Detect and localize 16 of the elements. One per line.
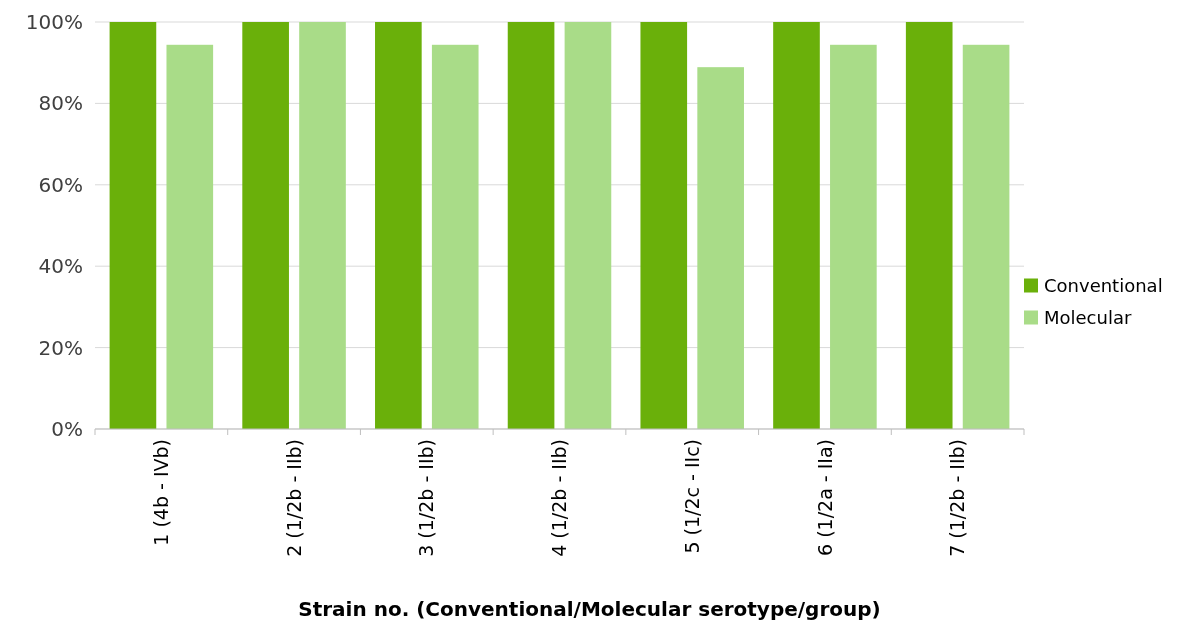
x-tick-label: 6 (1/2a - IIa): [813, 439, 836, 556]
legend-label: Conventional: [1044, 274, 1163, 296]
x-tick-label: 4 (1/2b - IIb): [548, 439, 571, 557]
x-tick-label: 5 (1/2c - IIc): [680, 439, 703, 554]
y-tick-label: 40%: [38, 254, 83, 279]
x-tick-label: 7 (1/2b - IIb): [946, 439, 969, 557]
y-tick-label: 20%: [38, 335, 83, 360]
y-tick-label: 0%: [51, 417, 83, 441]
x-tick-label: 2 (1/2b - IIb): [282, 439, 305, 557]
y-tick-label: 80%: [38, 91, 83, 116]
y-tick-label: 60%: [38, 172, 83, 197]
y-tick-label: 100%: [25, 10, 83, 34]
x-tick-label: 3 (1/2b - IIb): [415, 439, 438, 557]
x-tick-label: 1 (4b - IVb): [150, 439, 173, 546]
legend-label: Molecular: [1044, 306, 1132, 328]
x-axis-title: Strain no. (Conventional/Molecular serotype/group): [298, 597, 881, 621]
